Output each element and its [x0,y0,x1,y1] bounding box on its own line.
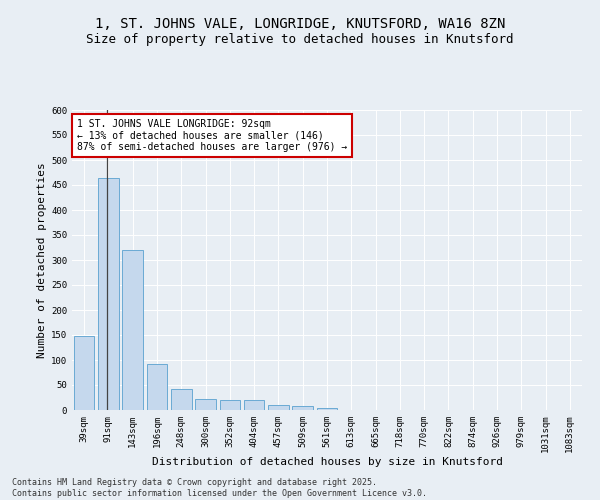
Bar [268,404,289,410]
X-axis label: Distribution of detached houses by size in Knutsford: Distribution of detached houses by size … [151,456,503,466]
Bar [98,178,119,410]
Text: 1 ST. JOHNS VALE LONGRIDGE: 92sqm
← 13% of detached houses are smaller (146)
87%: 1 ST. JOHNS VALE LONGRIDGE: 92sqm ← 13% … [77,119,347,152]
Bar [122,250,143,410]
Bar [171,388,191,410]
Bar [244,400,265,410]
Bar [292,406,313,410]
Bar [220,400,240,410]
Text: 1, ST. JOHNS VALE, LONGRIDGE, KNUTSFORD, WA16 8ZN: 1, ST. JOHNS VALE, LONGRIDGE, KNUTSFORD,… [95,18,505,32]
Text: Contains HM Land Registry data © Crown copyright and database right 2025.
Contai: Contains HM Land Registry data © Crown c… [12,478,427,498]
Y-axis label: Number of detached properties: Number of detached properties [37,162,47,358]
Bar [146,364,167,410]
Text: Size of property relative to detached houses in Knutsford: Size of property relative to detached ho… [86,32,514,46]
Bar [317,408,337,410]
Bar [195,398,216,410]
Bar [74,336,94,410]
